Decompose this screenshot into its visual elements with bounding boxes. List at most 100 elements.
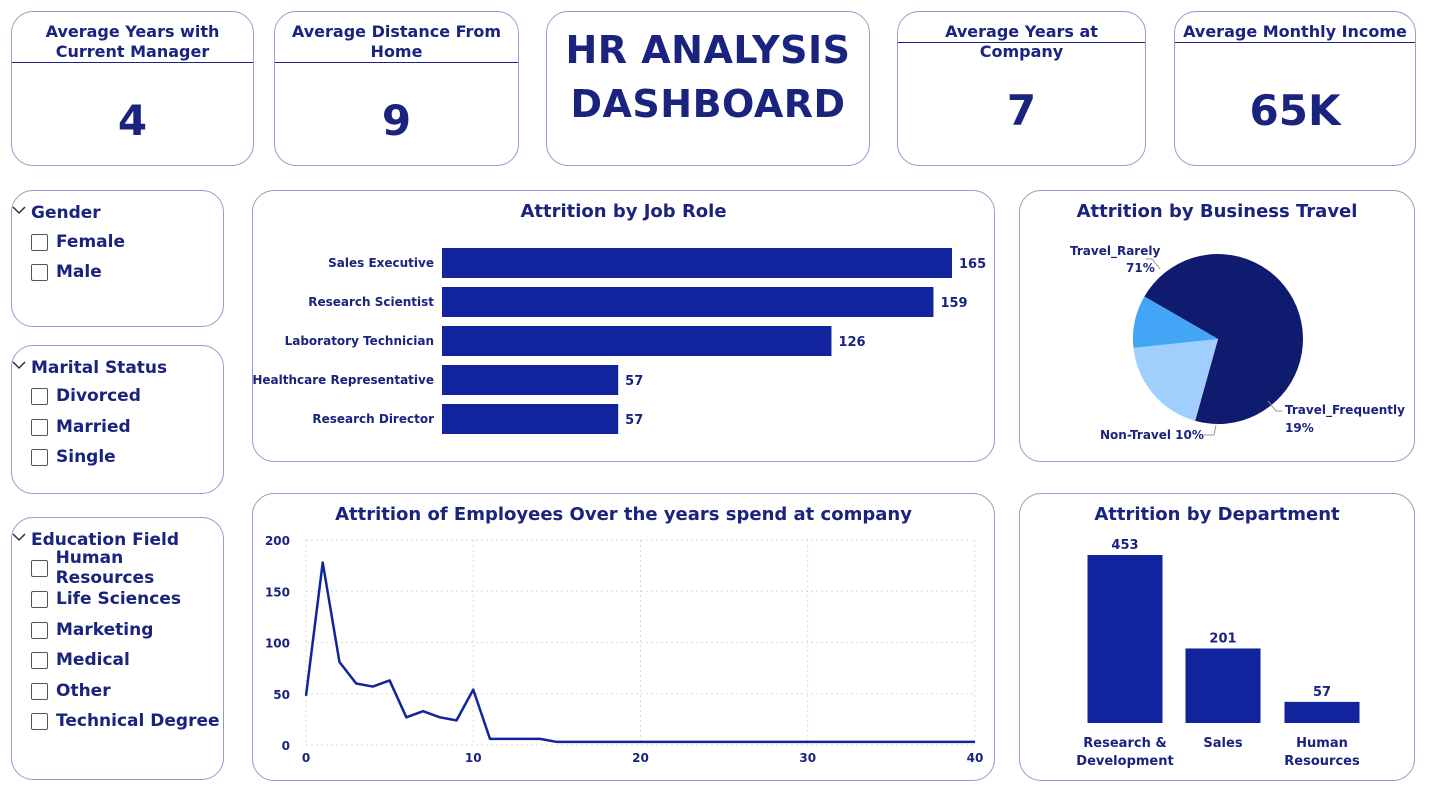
kpi-title: Average Years at Company xyxy=(898,12,1145,61)
slicer-item-technical-degree[interactable]: Technical Degree xyxy=(31,710,220,732)
slicer-item-single[interactable]: Single xyxy=(31,446,116,468)
bar[interactable] xyxy=(1185,648,1261,723)
checkbox[interactable] xyxy=(31,233,48,251)
kpi-title: Average Years with Current Manager xyxy=(12,12,253,63)
pie-pct-label: 19% xyxy=(1285,421,1314,435)
bar[interactable] xyxy=(442,365,619,395)
checkbox[interactable] xyxy=(31,651,48,669)
pie-slice-non-travel[interactable] xyxy=(1133,296,1218,348)
data-label: 57 xyxy=(625,374,643,389)
bar[interactable] xyxy=(442,287,934,317)
chart-title: Attrition by Business Travel xyxy=(1076,201,1358,222)
kpi-card-years: Average Years at Company 7 xyxy=(897,11,1146,166)
marital-status-slicer: Marital Status Divorced Married Single xyxy=(11,345,224,494)
chevron-down-icon[interactable] xyxy=(12,530,26,544)
y-tick-label: 150 xyxy=(265,585,290,599)
x-tick-label: 10 xyxy=(465,751,482,765)
pie-label: Non-Travel 10% xyxy=(1100,428,1204,442)
data-label: 159 xyxy=(940,296,967,311)
slicer-item-male[interactable]: Male xyxy=(31,261,102,283)
slicer-item-human-resources[interactable]: Human Resources xyxy=(31,548,223,588)
checkbox[interactable] xyxy=(31,712,48,730)
data-label: 57 xyxy=(1313,685,1331,700)
y-tick-label: 50 xyxy=(273,688,290,702)
category-label: Laboratory Technician xyxy=(285,334,434,348)
category-label: Healthcare Representative xyxy=(252,373,434,387)
kpi-title: Average Distance From Home xyxy=(275,12,518,63)
checkbox[interactable] xyxy=(31,682,48,700)
kpi-value: 65K xyxy=(1249,86,1341,135)
kpi-value: 7 xyxy=(1006,86,1037,135)
x-tick-label: 30 xyxy=(799,751,816,765)
bar[interactable] xyxy=(1087,555,1163,723)
category-label: Sales Executive xyxy=(328,256,434,270)
data-label: 453 xyxy=(1111,538,1138,553)
checkbox[interactable] xyxy=(31,621,48,639)
data-label: 126 xyxy=(838,335,865,350)
kpi-card-income: Average Monthly Income 65K xyxy=(1174,11,1416,166)
checkbox[interactable] xyxy=(31,559,48,577)
slicer-item-married[interactable]: Married xyxy=(31,416,131,438)
kpi-value: 4 xyxy=(117,96,148,145)
bar[interactable] xyxy=(442,404,619,434)
checkbox[interactable] xyxy=(31,448,48,466)
department-bar-chart: 453 Research & Development 201 Sales 57 Human R… xyxy=(1076,538,1360,769)
slicer-item-other[interactable]: Other xyxy=(31,680,111,702)
years-line-chart: 0 50 100 150 200 0 10 20 30 40 xyxy=(265,534,984,765)
x-tick-label: 0 xyxy=(302,751,310,765)
checkbox[interactable] xyxy=(31,418,48,436)
pie-pct-label: 71% xyxy=(1126,261,1155,275)
business-travel-pie-chart: Travel_Rarely 71% Travel_Frequently 19% Non-… xyxy=(1070,244,1405,442)
slicer-title: Marital Status xyxy=(31,358,168,378)
leader-line xyxy=(1146,258,1161,270)
kpi-title: Average Monthly Income xyxy=(1175,12,1415,43)
data-label: 201 xyxy=(1209,631,1236,646)
category-label: Development xyxy=(1076,754,1173,769)
x-tick-label: 40 xyxy=(967,751,984,765)
chevron-down-icon[interactable] xyxy=(12,358,26,372)
pie-label: Travel_Rarely xyxy=(1070,244,1160,259)
gender-slicer: Gender Female Male xyxy=(11,190,224,327)
dashboard-title-line2: DASHBOARD xyxy=(570,82,846,126)
slicer-item-life-sciences[interactable]: Life Sciences xyxy=(31,588,181,610)
chart-title: Attrition by Department xyxy=(1094,504,1340,525)
data-label: 165 xyxy=(959,257,986,272)
slicer-item-divorced[interactable]: Divorced xyxy=(31,385,141,407)
category-label: Sales xyxy=(1203,736,1242,751)
checkbox[interactable] xyxy=(31,263,48,281)
chart-title: Attrition by Job Role xyxy=(520,201,727,222)
pie-slice-travel-rarely[interactable] xyxy=(1144,254,1303,424)
kpi-card-manager: Average Years with Current Manager 4 xyxy=(11,11,254,166)
job-role-bar-chart: Sales Executive 165 Research Scientist 159 L… xyxy=(252,248,986,434)
department-chart-card: Attrition by Department 453 Research & Dev… xyxy=(1019,493,1415,781)
kpi-value: 9 xyxy=(381,96,412,145)
slicer-item-female[interactable]: Female xyxy=(31,231,125,253)
bar[interactable] xyxy=(442,326,832,356)
chart-title: Attrition of Employees Over the years sp… xyxy=(335,504,912,525)
chevron-down-icon[interactable] xyxy=(12,203,26,217)
category-label: Research & xyxy=(1083,736,1166,751)
pie-slice-travel-frequently[interactable] xyxy=(1133,339,1218,421)
job-role-chart-card: Attrition by Job Role Sales Executive 165… xyxy=(252,190,995,462)
category-label: Human xyxy=(1296,736,1348,751)
business-travel-chart-card: Attrition by Business Travel Travel_Rare… xyxy=(1019,190,1415,462)
data-label: 57 xyxy=(625,413,643,428)
checkbox[interactable] xyxy=(31,590,48,608)
category-label: Research Director xyxy=(312,412,434,426)
y-tick-label: 0 xyxy=(282,739,290,753)
checkbox[interactable] xyxy=(31,387,48,405)
category-label: Research Scientist xyxy=(308,295,434,309)
x-tick-label: 20 xyxy=(632,751,649,765)
education-field-slicer: Education Field Human Resources Life Sci… xyxy=(11,517,224,780)
y-tick-label: 200 xyxy=(265,534,290,548)
slicer-item-marketing[interactable]: Marketing xyxy=(31,619,153,641)
category-label: Resources xyxy=(1284,754,1360,769)
kpi-card-distance: Average Distance From Home 9 xyxy=(274,11,519,166)
slicer-title: Education Field xyxy=(31,530,180,550)
slicer-item-medical[interactable]: Medical xyxy=(31,649,130,671)
bar[interactable] xyxy=(442,248,952,278)
bar[interactable] xyxy=(1284,701,1360,723)
series-line[interactable] xyxy=(304,561,975,744)
slicer-title: Gender xyxy=(31,203,101,223)
y-tick-label: 100 xyxy=(265,637,290,651)
